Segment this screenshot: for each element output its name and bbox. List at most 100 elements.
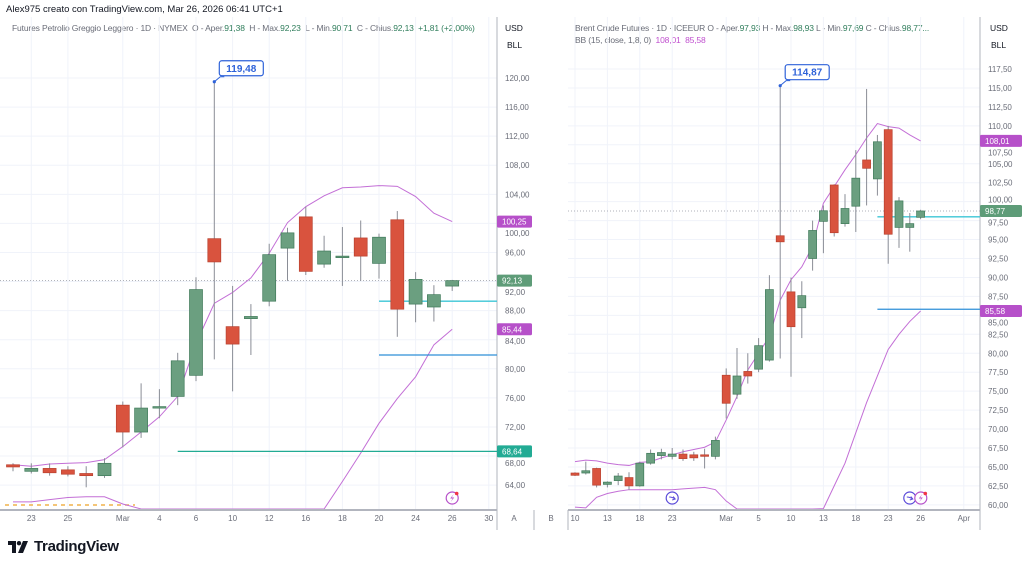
tradingview-logo[interactable]: TradingView <box>8 538 119 555</box>
bb-lower-line <box>13 328 453 509</box>
candle-body-down <box>883 129 893 235</box>
y-tick-label: 67,50 <box>988 444 1009 453</box>
candle <box>797 281 807 339</box>
candle-body-up <box>335 255 350 258</box>
y-tick-label: 80,00 <box>505 365 526 374</box>
lightning-icon[interactable] <box>445 491 459 505</box>
candle <box>786 277 796 377</box>
y-tick-label: 60,00 <box>988 501 1009 510</box>
low-label: L - Min. <box>816 23 843 33</box>
candle <box>613 473 623 486</box>
candle-body-up <box>244 316 258 319</box>
candle-body-up <box>613 475 623 481</box>
candle-body-down <box>689 454 699 459</box>
logo-text: TradingView <box>34 538 119 555</box>
y-tick-label: 75,00 <box>988 387 1009 396</box>
y-tick-label: 82,50 <box>988 330 1009 339</box>
open-label: O - Aper. <box>192 23 225 33</box>
candle-body-down <box>115 404 130 433</box>
y-tick-label: 84,00 <box>505 337 526 346</box>
x-tick-label: 26 <box>916 514 925 523</box>
candle <box>603 481 612 488</box>
candle-body-down <box>225 326 240 345</box>
y-tick-label: 92,00 <box>505 288 526 297</box>
change-value: +1,81 (+2,00%) <box>418 23 475 33</box>
x-tick-label: 4 <box>157 514 162 523</box>
candle-body-up <box>152 406 167 409</box>
y-tick-label: 100,00 <box>505 229 530 238</box>
price-axis-label: 85,44 <box>497 323 532 336</box>
lightning-glyph <box>450 494 455 502</box>
candle-body-up <box>372 236 386 264</box>
candle <box>280 227 295 281</box>
scale-marker-button[interactable]: B <box>548 514 553 523</box>
arrow-right-circle-icon[interactable] <box>903 491 917 505</box>
price-label-text: 98,77 <box>985 207 1006 216</box>
x-tick-label: 6 <box>194 514 199 523</box>
candle-body-up <box>916 210 925 218</box>
candle <box>244 304 258 355</box>
x-tick-label: 18 <box>635 514 644 523</box>
x-tick-label: Apr <box>958 514 971 523</box>
candle-body-up <box>851 177 861 207</box>
bb-upper-value: 108,01 <box>655 35 681 45</box>
candle <box>711 436 720 460</box>
y-tick-label: 107,50 <box>988 148 1013 157</box>
x-tick-label: 23 <box>27 514 36 523</box>
candle-body-down <box>61 469 75 475</box>
y-tick-label: 92,50 <box>988 255 1009 264</box>
close-label: C - Chius. <box>865 23 902 33</box>
x-tick-label: 18 <box>338 514 347 523</box>
x-tick-label: 5 <box>756 514 761 523</box>
candle <box>24 463 39 474</box>
left-symbol-name[interactable]: Futures Petrolio Greggio Leggero · 1D · … <box>12 23 188 33</box>
x-tick-label: 24 <box>411 514 420 523</box>
bb-lower-line <box>574 310 921 509</box>
y-tick-label: 77,50 <box>988 368 1009 377</box>
arrow-right-circle-icon[interactable] <box>665 491 679 505</box>
candle-body-down <box>862 159 871 169</box>
y-tick-label: 105,00 <box>988 160 1013 169</box>
candle-body-down <box>678 453 688 459</box>
candle <box>115 401 130 448</box>
x-tick-label: 23 <box>668 514 677 523</box>
candle <box>905 213 915 252</box>
candle <box>61 466 75 477</box>
bb-lower-value: 85,58 <box>685 35 706 45</box>
candle-body-up <box>24 468 39 472</box>
y-tick-label: 90,00 <box>988 273 1009 282</box>
candle-body-down <box>6 464 20 468</box>
y-tick-label: 76,00 <box>505 394 526 403</box>
callout-box <box>218 60 264 77</box>
candle <box>840 194 850 227</box>
candle <box>134 383 148 438</box>
candle-body-down <box>570 472 580 476</box>
close-value: 92,13 <box>393 23 414 33</box>
y-tick-label: 96,00 <box>505 248 526 257</box>
candle-body-up <box>894 200 904 228</box>
candle-body-up <box>765 289 774 361</box>
price-label-text: 100,25 <box>502 218 527 227</box>
x-tick-label: 10 <box>571 514 580 523</box>
candle <box>700 448 709 469</box>
price-label-text: 85,44 <box>502 325 523 334</box>
bb-indicator-name: BB (15, close, 1,8, 0) <box>575 35 652 45</box>
notification-dot <box>923 491 928 496</box>
candle-body-up <box>408 279 423 305</box>
candle-body-down <box>743 371 753 377</box>
y-tick-label: 88,00 <box>505 307 526 316</box>
bb-legend[interactable]: BB (15, close, 1,8, 0) 108,01 85,58 <box>575 35 706 45</box>
price-label-text: 92,13 <box>502 277 523 286</box>
candle-body-down <box>721 374 731 404</box>
candle-body-up <box>581 470 591 474</box>
scale-marker-button[interactable]: A <box>511 514 517 523</box>
lightning-icon[interactable] <box>914 491 928 505</box>
candle-body-up <box>280 232 295 249</box>
y-tick-label: 115,00 <box>988 84 1012 93</box>
candle-body-up <box>170 360 185 397</box>
candle <box>635 461 645 487</box>
candle-body-up <box>732 375 742 395</box>
x-tick-label: 13 <box>603 514 612 523</box>
candle <box>207 81 222 360</box>
